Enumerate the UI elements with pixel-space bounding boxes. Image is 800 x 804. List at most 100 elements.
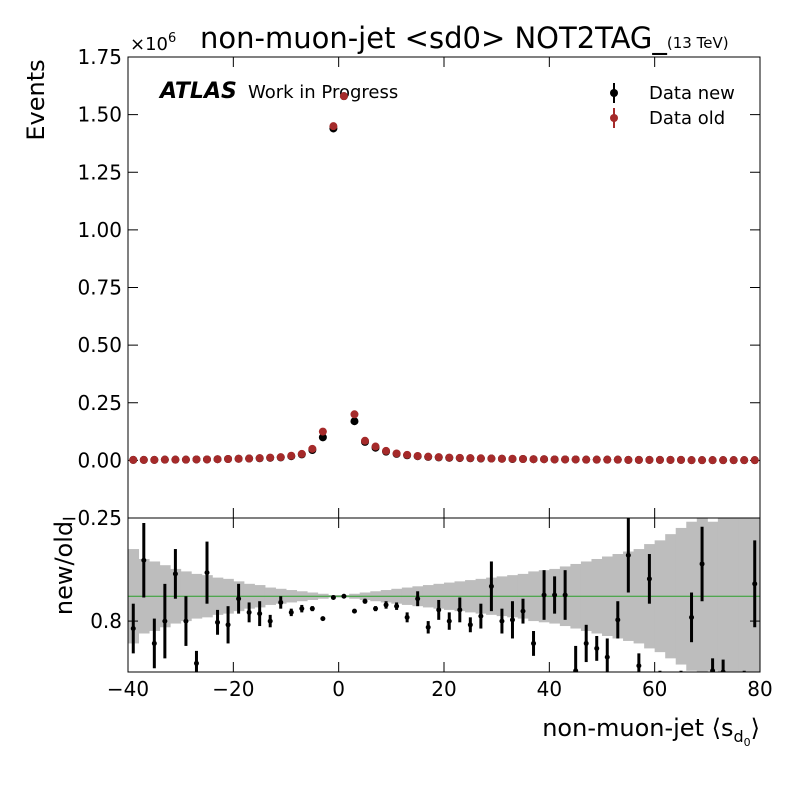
x-tick-label: 0 <box>332 677 345 701</box>
data-point <box>582 455 591 464</box>
ratio-point <box>394 603 400 609</box>
data-point <box>729 456 738 465</box>
data-point <box>613 455 622 464</box>
ratio-point <box>562 592 568 598</box>
ratio-point <box>636 663 642 669</box>
ratio-point <box>267 618 273 624</box>
data-point <box>403 450 412 459</box>
data-point <box>276 453 285 462</box>
data-point <box>350 417 359 426</box>
ratio-point <box>404 614 410 620</box>
ratio-point <box>689 614 695 620</box>
x-tick-label: 20 <box>431 677 456 701</box>
error-band <box>717 518 729 672</box>
ratio-point <box>373 606 379 612</box>
data-point <box>224 454 233 463</box>
ratio-point <box>330 594 336 600</box>
ratio-point <box>699 561 705 567</box>
ratio-point <box>236 596 242 602</box>
ratio-point <box>320 616 326 622</box>
legend-marker <box>610 89 618 97</box>
ratio-point <box>162 618 168 624</box>
y-multiplier: ×106 <box>130 31 176 55</box>
ratio-point <box>288 609 294 615</box>
ratio-point <box>742 681 747 686</box>
ratio-frame <box>127 517 761 673</box>
ratio-point <box>752 581 758 587</box>
ratio-point <box>204 570 210 576</box>
ratio-point <box>583 640 589 646</box>
y-multiplier-exp: 6 <box>168 31 176 46</box>
ratio-point <box>172 571 178 577</box>
y-tick-label: 1.50 <box>77 103 122 127</box>
ratio-point <box>457 607 463 613</box>
ratio-point <box>151 640 157 646</box>
data-point <box>308 444 317 453</box>
data-point <box>624 455 633 464</box>
atlas-status: Work in Progress <box>248 82 398 103</box>
data-point <box>181 455 190 464</box>
ratio-point <box>604 654 610 660</box>
y-multiplier-base: ×10 <box>130 34 168 55</box>
atlas-label: ATLAS <box>158 79 237 104</box>
ratio-point <box>341 593 347 599</box>
title-main: non-muon-jet <sd0> NOT2TAG_ <box>200 21 667 55</box>
y-tick-label: 0.75 <box>77 276 122 300</box>
ratio-point <box>246 609 252 615</box>
ratio-point <box>615 617 621 623</box>
ratio-point <box>679 681 684 686</box>
data-point <box>245 454 254 463</box>
ratio-point <box>351 608 357 614</box>
y-tick-label: 0.25 <box>77 391 122 415</box>
ratio-point <box>309 606 315 612</box>
ratio-point <box>415 596 421 602</box>
ratio-point <box>446 618 452 624</box>
ratio-point <box>225 622 231 628</box>
data-point <box>287 451 296 460</box>
data-point <box>634 455 643 464</box>
y-tick-label: 1.75 <box>77 45 122 69</box>
data-point <box>203 455 211 464</box>
y-tick-label: −0.25 <box>61 506 122 530</box>
data-point <box>677 455 685 464</box>
data-point <box>740 456 749 465</box>
ratio-point <box>257 611 263 617</box>
ratio-point <box>278 599 284 605</box>
data-point <box>529 455 538 464</box>
ratio-point <box>731 693 736 698</box>
ratio-point <box>383 602 389 608</box>
y-tick-label: 0.00 <box>77 448 122 472</box>
x-tick-label: −20 <box>212 677 254 701</box>
data-point <box>592 455 601 464</box>
ratio-point <box>531 640 537 646</box>
ratio-point <box>668 693 673 698</box>
ratio-point <box>499 618 505 624</box>
data-point <box>424 452 433 461</box>
data-point <box>139 455 148 464</box>
ratio-point <box>488 583 494 589</box>
data-point <box>719 456 728 465</box>
legend-label: Data new <box>649 83 735 104</box>
data-point <box>129 455 138 464</box>
data-point <box>455 453 464 462</box>
x-label-main: non-muon-jet ⟨s <box>542 714 733 742</box>
error-band <box>728 518 740 672</box>
data-point <box>318 427 327 436</box>
x-tick-label: 40 <box>537 677 562 701</box>
data-point <box>645 455 654 464</box>
data-point <box>234 454 243 463</box>
data-point <box>318 433 327 442</box>
data-point <box>698 456 707 465</box>
data-point <box>434 453 443 462</box>
ratio-point <box>362 598 368 604</box>
title-suffix: (13 TeV) <box>667 34 729 52</box>
ratio-point <box>193 660 199 666</box>
ratio-point <box>183 618 189 624</box>
data-point <box>160 455 169 464</box>
ratio-point <box>299 606 305 612</box>
x-label-subsub: 0 <box>744 736 751 749</box>
data-point <box>392 449 401 458</box>
data-point <box>666 455 675 464</box>
